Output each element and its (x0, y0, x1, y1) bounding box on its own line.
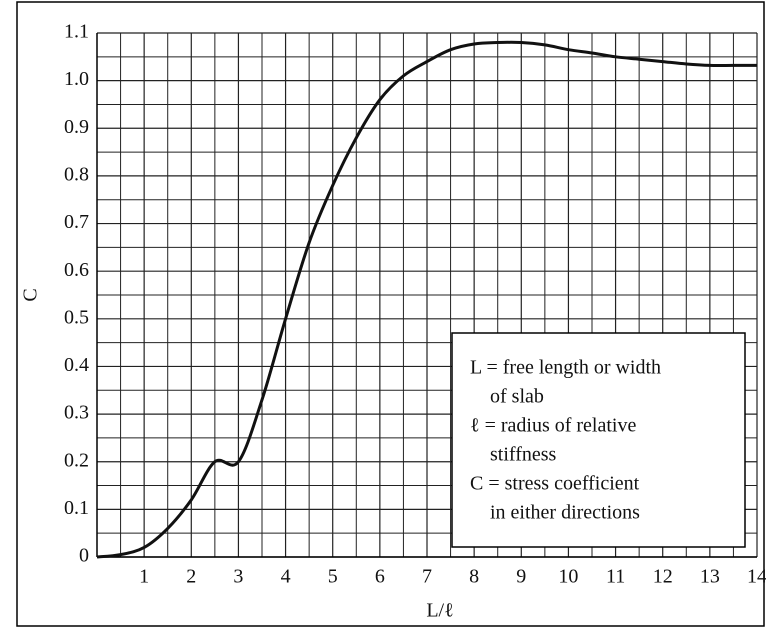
x-tick-label: 4 (281, 566, 291, 588)
x-tick-label: 8 (469, 566, 479, 588)
y-axis-label: C (20, 288, 42, 301)
x-tick-label: 13 (700, 566, 720, 588)
y-tick-label: 0.4 (64, 354, 89, 376)
y-tick-label: 0.9 (64, 116, 89, 138)
x-axis-label: L/ℓ (426, 600, 453, 622)
y-tick-label: 0.8 (64, 164, 89, 186)
x-tick-label: 10 (558, 566, 578, 588)
x-tick-label: 14 (747, 566, 766, 588)
x-tick-label: 5 (328, 566, 338, 588)
y-tick-label: 1.0 (64, 68, 89, 90)
x-tick-label: 12 (653, 566, 673, 588)
x-tick-label: 2 (186, 566, 196, 588)
annotation: stiffness (490, 444, 557, 466)
curve (96, 40, 757, 559)
y-tick-label: 0.5 (64, 306, 89, 328)
annotation: ℓ = radius of relative (470, 415, 636, 437)
x-tick-label: 7 (422, 566, 432, 588)
x-tick-label: 6 (375, 566, 385, 588)
annotation: of slab (490, 386, 544, 408)
frame (16, 1, 765, 627)
y-tick-label: 0.7 (64, 211, 89, 233)
x-tick-label: 3 (233, 566, 243, 588)
x-tick-label: 9 (516, 566, 526, 588)
annotation: L = free length or width (470, 357, 661, 379)
y-tick-label: 0.1 (64, 497, 89, 519)
annotation: in either directions (490, 502, 640, 524)
y-tick-label: 0.3 (64, 402, 89, 424)
y-tick-label: 0.6 (64, 259, 89, 281)
x-tick-label: 11 (606, 566, 625, 588)
y-tick-label: 0.2 (64, 449, 89, 471)
annotation: C = stress coefficient (470, 473, 640, 495)
y-tick-label: 1.1 (64, 21, 89, 43)
y-tick-label: 0 (79, 545, 89, 567)
legend-box (451, 332, 746, 548)
x-tick-label: 1 (139, 566, 149, 588)
